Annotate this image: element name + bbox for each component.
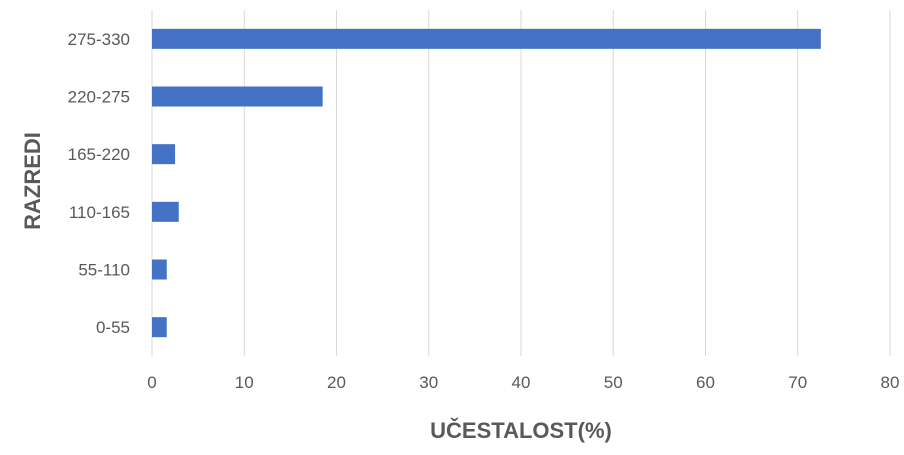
x-tick-label: 80 — [881, 373, 900, 392]
y-tick-label: 220-275 — [68, 88, 130, 107]
x-tick-label: 30 — [419, 373, 438, 392]
x-tick-label: 60 — [696, 373, 715, 392]
y-tick-label: 165-220 — [68, 145, 130, 164]
x-tick-label: 50 — [604, 373, 623, 392]
y-tick-label: 55-110 — [78, 261, 130, 280]
x-tick-label: 0 — [147, 373, 156, 392]
y-tick-label: 275-330 — [68, 30, 130, 49]
x-tick-label: 10 — [235, 373, 254, 392]
bar-55-110 — [152, 259, 167, 280]
bar-220-275 — [152, 86, 323, 107]
x-tick-label: 40 — [512, 373, 531, 392]
bar-0-55 — [152, 317, 167, 338]
y-tick-label: 110-165 — [69, 203, 130, 222]
bar-165-220 — [152, 144, 176, 165]
x-axis-title: UČESTALOST(%) — [430, 418, 612, 443]
y-tick-label: 0-55 — [96, 318, 130, 337]
y-axis-ticks: 0-55 55-110 110-165 165-220 220-275 275-330 — [68, 30, 130, 337]
x-tick-label: 70 — [788, 373, 807, 392]
bar-275-330 — [152, 28, 821, 49]
bars — [152, 28, 821, 338]
bar-110-165 — [152, 201, 179, 222]
y-axis-title: RAZREDI — [20, 132, 45, 230]
gridlines — [151, 10, 891, 356]
x-tick-label: 20 — [327, 373, 346, 392]
x-axis-ticks: 0 10 20 30 40 50 60 70 80 — [147, 373, 899, 392]
